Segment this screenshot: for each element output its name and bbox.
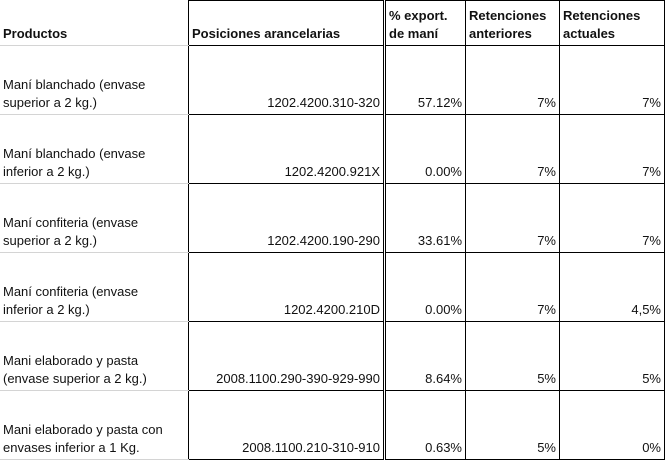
posicion-text: 1202.4200.210D	[283, 302, 380, 317]
table-row: Maní confiteria (envase superior a 2 kg.)…	[0, 183, 665, 253]
header-export-line1: % export.	[389, 8, 448, 23]
anteriores-text: 7%	[537, 302, 556, 317]
cell-export: 0.00%	[383, 252, 466, 322]
export-text: 0.00%	[425, 302, 462, 317]
header-anteriores: Retenciones anteriores	[465, 0, 560, 46]
header-row: Productos Posiciones arancelarias % expo…	[0, 0, 665, 46]
cell-producto: Maní confiteria (envase superior a 2 kg.)	[0, 183, 189, 253]
cell-producto: Maní blanchado (envase superior a 2 kg.)	[0, 45, 189, 115]
header-productos-text: Productos	[3, 26, 68, 41]
actuales-text: 0%	[642, 440, 661, 455]
header-productos: Productos	[0, 0, 189, 46]
anteriores-text: 5%	[537, 440, 556, 455]
actuales-text: 7%	[642, 164, 661, 179]
cell-export: 57.12%	[383, 45, 466, 115]
export-text: 8.64%	[425, 371, 462, 386]
posicion-text: 2008.1100.290-390-929-990	[216, 371, 380, 386]
cell-anteriores: 7%	[465, 252, 560, 322]
cell-posicion: 2008.1100.210-310-910	[188, 390, 385, 460]
table-row: Mani elaborado y pasta (envase superior a…	[0, 321, 665, 391]
header-actuales-line2: actuales	[563, 26, 616, 41]
cell-posicion: 2008.1100.290-390-929-990	[188, 321, 385, 391]
posicion-text: 2008.1100.210-310-910	[242, 440, 380, 455]
actuales-text: 7%	[642, 233, 661, 248]
table-row: Maní blanchado (envase superior a 2 kg.) …	[0, 45, 665, 115]
export-text: 0.00%	[425, 164, 462, 179]
cell-posicion: 1202.4200.310-320	[188, 45, 385, 115]
export-text: 57.12%	[417, 95, 462, 110]
actuales-text: 4,5%	[631, 302, 661, 317]
producto-line2: superior a 2 kg.)	[3, 95, 97, 110]
cell-anteriores: 7%	[465, 45, 560, 115]
actuales-text: 7%	[642, 95, 661, 110]
producto-line2: inferior a 2 kg.)	[3, 164, 90, 179]
actuales-text: 5%	[642, 371, 661, 386]
cell-anteriores: 7%	[465, 183, 560, 253]
anteriores-text: 5%	[537, 371, 556, 386]
cell-posicion: 1202.4200.921X	[188, 114, 385, 184]
cell-actuales: 5%	[559, 321, 665, 391]
cell-producto: Mani elaborado y pasta (envase superior a…	[0, 321, 189, 391]
producto-line1: Maní blanchado (envase	[3, 77, 146, 92]
table-row: Maní blanchado (envase inferior a 2 kg.) …	[0, 114, 665, 184]
cell-export: 0.63%	[383, 390, 466, 460]
cell-actuales: 4,5%	[559, 252, 665, 322]
cell-anteriores: 5%	[465, 321, 560, 391]
cell-anteriores: 7%	[465, 114, 560, 184]
anteriores-text: 7%	[537, 95, 556, 110]
cell-actuales: 7%	[559, 183, 665, 253]
cell-export: 0.00%	[383, 114, 466, 184]
header-anteriores-line1: Retenciones	[469, 8, 547, 23]
anteriores-text: 7%	[537, 233, 556, 248]
header-actuales-line1: Retenciones	[563, 8, 641, 23]
posicion-text: 1202.4200.310-320	[267, 95, 380, 110]
cell-actuales: 7%	[559, 114, 665, 184]
producto-line1: Maní confiteria (envase	[3, 215, 139, 230]
header-posiciones-text: Posiciones arancelarias	[192, 26, 341, 41]
producto-line2: inferior a 2 kg.)	[3, 302, 90, 317]
posicion-text: 1202.4200.921X	[284, 164, 380, 179]
cell-export: 8.64%	[383, 321, 466, 391]
export-text: 0.63%	[425, 440, 462, 455]
cell-producto: Mani elaborado y pasta con envases inferi…	[0, 390, 189, 460]
header-actuales: Retenciones actuales	[559, 0, 665, 46]
cell-producto: Maní confiteria (envase inferior a 2 kg.)	[0, 252, 189, 322]
header-export: % export. de maní	[383, 0, 466, 46]
header-export-line2: de maní	[389, 26, 439, 41]
cell-actuales: 7%	[559, 45, 665, 115]
cell-producto: Maní blanchado (envase inferior a 2 kg.)	[0, 114, 189, 184]
producto-line1: Mani elaborado y pasta con	[3, 422, 163, 437]
producto-line2: (envase superior a 2 kg.)	[3, 371, 147, 386]
anteriores-text: 7%	[537, 164, 556, 179]
producto-line2: superior a 2 kg.)	[3, 233, 97, 248]
cell-posicion: 1202.4200.190-290	[188, 183, 385, 253]
table-row: Mani elaborado y pasta con envases inferi…	[0, 390, 665, 460]
header-posiciones: Posiciones arancelarias	[188, 0, 385, 46]
producto-line1: Maní blanchado (envase	[3, 146, 146, 161]
producto-line1: Mani elaborado y pasta	[3, 353, 139, 368]
export-text: 33.61%	[417, 233, 462, 248]
cell-posicion: 1202.4200.210D	[188, 252, 385, 322]
cell-anteriores: 5%	[465, 390, 560, 460]
producto-line1: Maní confiteria (envase	[3, 284, 139, 299]
cell-actuales: 0%	[559, 390, 665, 460]
header-anteriores-line2: anteriores	[469, 26, 532, 41]
cell-export: 33.61%	[383, 183, 466, 253]
producto-line2: envases inferior a 1 Kg.	[3, 440, 140, 455]
table-row: Maní confiteria (envase inferior a 2 kg.)…	[0, 252, 665, 322]
posicion-text: 1202.4200.190-290	[267, 233, 380, 248]
